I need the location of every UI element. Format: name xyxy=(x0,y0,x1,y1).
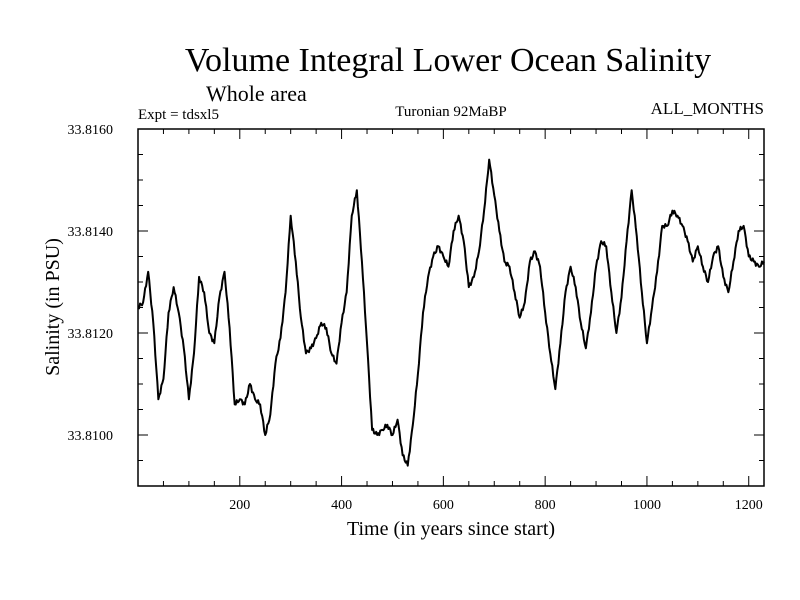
x-axis-label: Time (in years since start) xyxy=(347,518,555,540)
period-label: Turonian 92MaBP xyxy=(395,104,507,120)
salinity-series-line xyxy=(137,158,765,467)
y-tick-label: 33.8120 xyxy=(68,327,114,342)
y-tick-label: 33.8140 xyxy=(68,225,114,240)
chart-title: Volume Integral Lower Ocean Salinity xyxy=(185,42,711,79)
x-tick-label: 1000 xyxy=(633,498,661,513)
x-tick-label: 400 xyxy=(331,498,352,513)
months-label: ALL_MONTHS xyxy=(651,99,764,118)
y-tick-label: 33.8100 xyxy=(68,429,114,444)
x-tick-label: 600 xyxy=(433,498,454,513)
y-axis-label: Salinity (in PSU) xyxy=(42,238,64,376)
y-axis: 33.8100 33.8120 33.8140 33.8160 xyxy=(68,123,764,487)
x-axis: 200 400 600 800 1000 1200 xyxy=(162,129,763,513)
y-tick-label: 33.8160 xyxy=(68,123,114,138)
plot-frame xyxy=(137,128,765,487)
x-tick-label: 200 xyxy=(229,498,250,513)
chart-subtitle: Whole area xyxy=(206,81,307,106)
expt-label: Expt = tdsxl5 xyxy=(138,107,219,123)
x-tick-label: 800 xyxy=(535,498,556,513)
x-tick-label: 1200 xyxy=(735,498,763,513)
